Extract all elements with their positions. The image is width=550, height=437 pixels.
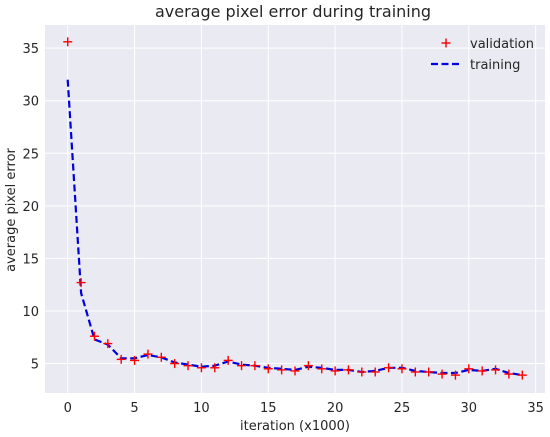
validation-point <box>223 355 233 365</box>
validation-point <box>156 352 166 362</box>
x-tick-label: 0 <box>64 401 72 416</box>
chart-title: average pixel error during training <box>155 2 431 21</box>
training-line <box>66 79 523 377</box>
validation-point <box>250 361 260 371</box>
x-tick-label: 5 <box>130 401 138 416</box>
x-tick-label: 25 <box>394 401 411 416</box>
validation-point <box>303 361 313 371</box>
validation-point <box>343 365 353 375</box>
validation-point <box>170 359 180 369</box>
y-tick-label: 25 <box>22 147 39 162</box>
legend: validation training <box>431 37 534 73</box>
validation-point <box>116 354 126 364</box>
validation-point <box>477 366 487 376</box>
validation-point <box>210 363 220 373</box>
validation-point <box>76 278 86 288</box>
validation-point <box>263 364 273 374</box>
validation-point <box>491 365 501 375</box>
validation-point <box>89 331 99 341</box>
y-tick-label: 20 <box>22 200 39 215</box>
validation-point <box>410 367 420 377</box>
validation-point <box>103 339 113 349</box>
validation-point <box>183 361 193 371</box>
x-tick-label: 30 <box>461 401 478 416</box>
y-tick-label: 10 <box>22 305 39 320</box>
y-axis-label: average pixel error <box>4 147 19 271</box>
validation-point <box>237 361 247 371</box>
validation-point <box>143 349 153 359</box>
x-tick-label: 15 <box>260 401 277 416</box>
validation-point <box>130 355 140 365</box>
validation-point <box>450 370 460 380</box>
validation-point <box>317 364 327 374</box>
x-axis-label: iteration (x1000) <box>240 419 350 434</box>
validation-point <box>277 365 287 375</box>
y-tick-label: 15 <box>22 252 39 267</box>
validation-point <box>357 367 367 377</box>
validation-point <box>504 369 514 379</box>
validation-point <box>437 369 447 379</box>
validation-point <box>330 366 340 376</box>
validation-point <box>63 37 73 47</box>
validation-point <box>370 367 380 377</box>
tick-labels: 0 5 10 15 20 25 30 35 5 10 15 20 25 30 35 <box>22 42 543 416</box>
validation-point <box>196 363 206 373</box>
validation-point <box>517 370 527 380</box>
y-tick-label: 35 <box>22 42 39 57</box>
y-tick-label: 30 <box>22 95 39 110</box>
validation-point <box>290 366 300 376</box>
legend-training-label: training <box>470 58 520 73</box>
validation-point <box>464 364 474 374</box>
x-tick-label: 20 <box>327 401 344 416</box>
x-tick-label: 10 <box>193 401 210 416</box>
y-tick-label: 5 <box>31 358 39 373</box>
validation-point <box>384 363 394 373</box>
plot-area <box>45 25 545 393</box>
legend-validation-label: validation <box>470 37 534 52</box>
validation-point <box>424 367 434 377</box>
legend-validation-marker <box>441 38 451 48</box>
series <box>63 37 527 380</box>
grid <box>45 25 545 393</box>
validation-point <box>397 364 407 374</box>
x-tick-label: 35 <box>527 401 544 416</box>
